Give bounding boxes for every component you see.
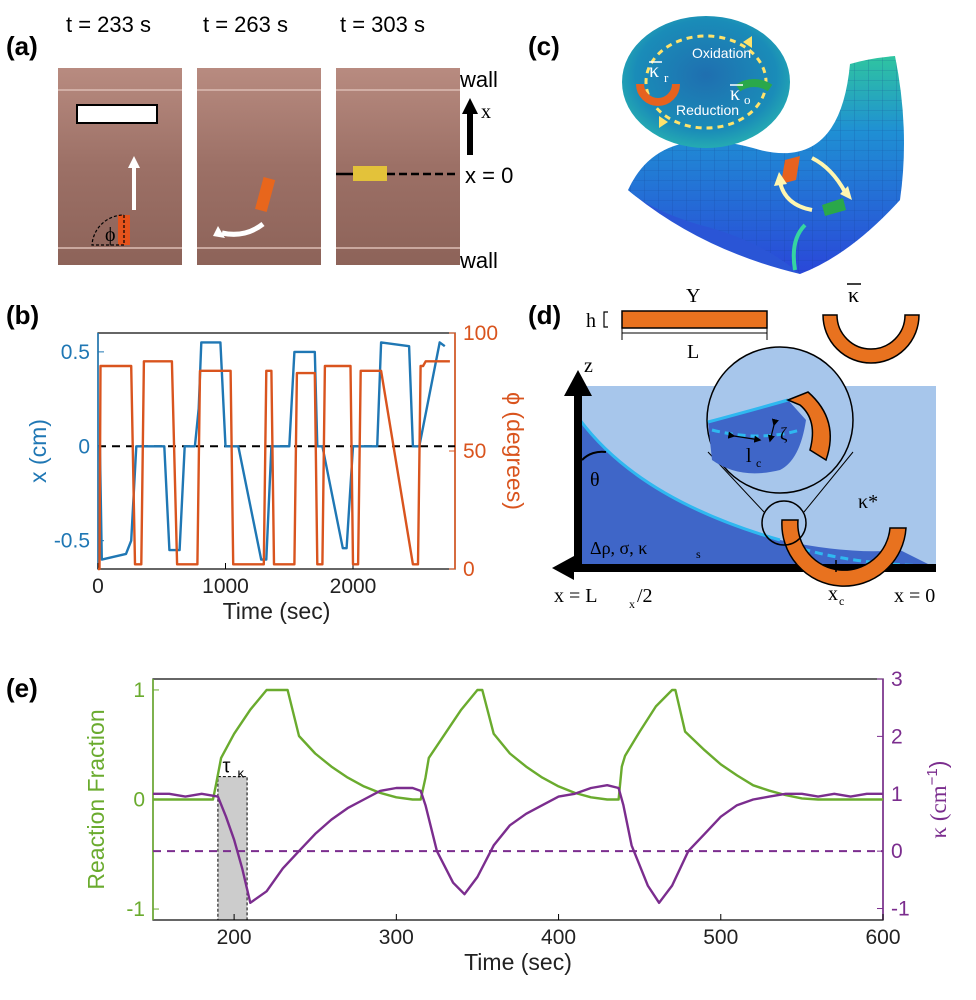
time-label-1: t = 233 s [66, 12, 151, 37]
oxidation-label: Oxidation [692, 45, 751, 61]
y-left-axis-title: Reaction Fraction [83, 709, 109, 889]
panel-a-label: (a) [6, 31, 38, 61]
params-sub: s [696, 547, 701, 561]
panel-a: (a) t = 233 s t = 263 s t = 303 s ϕ wall… [6, 12, 513, 273]
x-axis-left-arrow-icon [552, 556, 574, 580]
y-left-tick-label: 1 [133, 679, 145, 702]
y-right-tick-label: -1 [891, 898, 910, 921]
panel-e-label: (e) [6, 673, 38, 703]
ko-label: κ [730, 83, 740, 105]
kr-label: κ [649, 60, 659, 82]
phi-symbol: ϕ [105, 224, 116, 246]
y-left-axis-title: x (cm) [25, 419, 51, 483]
series-line-- [153, 784, 883, 904]
strip-on-surface-oxidized [822, 198, 846, 216]
y-right-tick-label: 1 [891, 783, 903, 806]
x-left-label: x = L [554, 585, 598, 607]
lc-sub: c [756, 456, 761, 470]
y-left-tick-label: 0.5 [61, 341, 90, 364]
y-right-axis-title: κ (cm−1) [924, 761, 951, 839]
y-left-tick-label: -0.5 [54, 530, 90, 553]
liquid-region [580, 420, 936, 568]
zoom-source-circle [761, 500, 807, 546]
x-zero-label: x = 0 [465, 163, 513, 188]
wall-bottom-label: wall [459, 248, 498, 273]
thickness-label: h [586, 310, 596, 332]
xc-sub: c [839, 594, 844, 608]
x-tick-label: 0 [92, 575, 104, 598]
reduction-label: Reduction [676, 102, 739, 118]
x-right-label: x = 0 [894, 585, 935, 607]
y-right-axis-title: ϕ (degrees) [502, 392, 528, 510]
x-axis-label: x [481, 101, 491, 123]
x-left-sub: x [629, 597, 635, 611]
modulus-label: Y [686, 285, 700, 307]
scale-bar [76, 104, 158, 124]
wall-top-label: wall [459, 67, 498, 92]
kr-sub: r [664, 70, 669, 85]
y-right-tick-label: 100 [463, 322, 498, 345]
panel-e: (e) 200 300 400 500 600 -1 0 1 -1 0 1 2 3 Time (sec) τ… [6, 668, 951, 975]
x-tick-label: 300 [379, 926, 414, 949]
theta-label: θ [590, 469, 600, 491]
panel-b-label: (b) [6, 300, 39, 330]
xc-label: x [828, 583, 838, 605]
y-left-tick-label: -1 [126, 898, 145, 921]
x-tick-label: 600 [865, 926, 900, 949]
kappa-bar-label: κ [848, 282, 859, 307]
y-right-tick-label: 0 [463, 558, 475, 581]
y-left-tick-label: 0 [133, 789, 145, 812]
series-line-phi [98, 360, 450, 571]
zeta-label: ζ [780, 424, 788, 444]
strip-tilted [255, 177, 276, 213]
length-label: L [687, 341, 699, 363]
panel-d-label: (d) [528, 300, 561, 330]
y-right-tick-label: 3 [891, 668, 903, 691]
panel-d: (d) Y L h κ z θ Δρ, σ, κ s κ* [528, 282, 937, 611]
z-axis-arrow-icon [564, 370, 592, 396]
x-left-tail: /2 [637, 585, 653, 607]
shaded-region [217, 776, 248, 921]
x-tick-label: 1000 [202, 575, 249, 598]
panel-c: (c) Oxidation Reduction κ r κ o [528, 16, 904, 274]
tau-label: τ [223, 756, 231, 778]
x-tick-label: 500 [703, 926, 738, 949]
plot-frame [152, 678, 884, 921]
y-right-tick-label: 50 [463, 440, 486, 463]
series-line-reaction-fraction [153, 688, 883, 801]
ko-strip-icon [735, 78, 773, 92]
y-right-tick-label: 0 [891, 840, 903, 863]
tau-sub: κ [237, 766, 244, 781]
x-tick-label: 2000 [330, 575, 377, 598]
y-left-tick-label: 0 [78, 435, 90, 458]
panel-c-label: (c) [528, 31, 560, 61]
kappa-star-label: κ* [858, 491, 878, 513]
strip-in-fluid [781, 519, 907, 587]
curved-strip-icon [822, 314, 920, 364]
strip-horizontal [353, 166, 387, 181]
x-tick-label: 400 [541, 926, 576, 949]
time-label-2: t = 263 s [203, 12, 288, 37]
params-label: Δρ, σ, κ [590, 538, 647, 558]
ko-sub: o [744, 92, 751, 107]
kr-strip-icon [636, 83, 680, 106]
beam-rect [621, 310, 768, 329]
lc-label: l [746, 445, 752, 467]
time-label-3: t = 303 s [340, 12, 425, 37]
chart-e: 200 300 400 500 600 -1 0 1 -1 0 1 2 3 Time (sec) τ κ Rea… [83, 668, 951, 975]
x-tick-label: 200 [217, 926, 252, 949]
rotation-arrow-icon [221, 221, 265, 237]
strip-on-surface-reduced [781, 156, 800, 184]
x-axis-title: Time (sec) [464, 949, 572, 975]
z-label: z [584, 355, 593, 377]
y-right-tick-label: 2 [891, 725, 903, 748]
plot-frame [97, 332, 456, 570]
x-axis-title: Time (sec) [223, 598, 331, 624]
